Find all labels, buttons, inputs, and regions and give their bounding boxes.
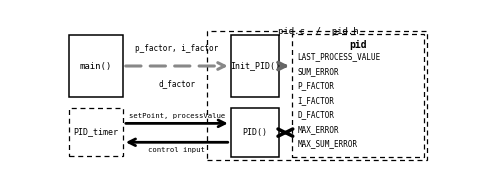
Text: setPoint, processValue: setPoint, processValue (129, 113, 225, 119)
Bar (69, 108, 123, 155)
Bar (231, 108, 279, 157)
Text: pid.c  /  pid.h: pid.c / pid.h (277, 27, 358, 36)
Text: SUM_ERROR: SUM_ERROR (297, 67, 339, 76)
Text: D_FACTOR: D_FACTOR (297, 110, 334, 119)
Text: main(): main() (80, 62, 112, 70)
Text: I_FACTOR: I_FACTOR (297, 96, 334, 105)
Text: p_factor, i_factor: p_factor, i_factor (135, 44, 218, 53)
Text: MAX_ERROR: MAX_ERROR (297, 125, 339, 134)
Text: LAST_PROCESS_VALUE: LAST_PROCESS_VALUE (297, 52, 381, 61)
Bar (292, 34, 423, 157)
Text: MAX_SUM_ERROR: MAX_SUM_ERROR (297, 140, 358, 149)
Text: d_factor: d_factor (159, 79, 195, 88)
Text: Init_PID(): Init_PID() (230, 62, 280, 70)
Bar (206, 31, 427, 160)
Text: control input: control input (148, 147, 205, 153)
Bar (231, 35, 279, 97)
Text: pid: pid (349, 39, 366, 49)
Text: PID_timer: PID_timer (74, 127, 119, 136)
Bar (69, 35, 123, 97)
Text: PID(): PID() (242, 128, 267, 137)
Text: P_FACTOR: P_FACTOR (297, 81, 334, 90)
